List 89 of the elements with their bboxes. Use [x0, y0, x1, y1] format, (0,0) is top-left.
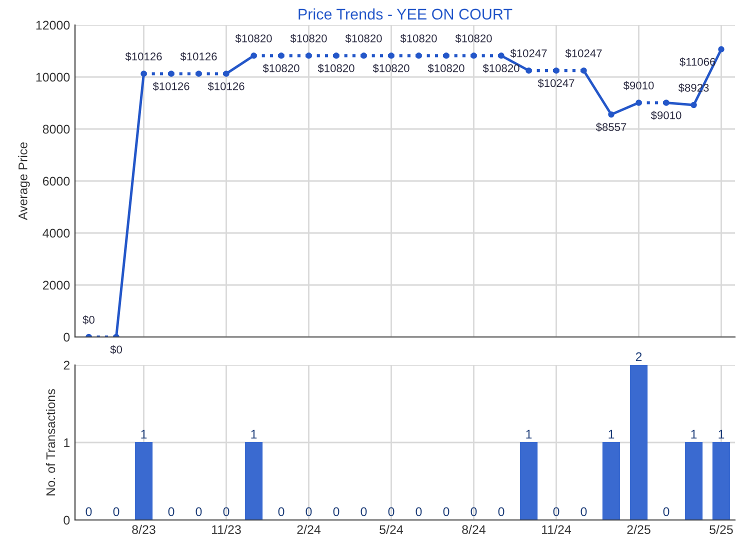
- point: [388, 52, 394, 59]
- x-tick-label: 8/24: [462, 524, 486, 534]
- data-label: $10247: [510, 48, 547, 58]
- point: [196, 70, 202, 77]
- data-label: $10247: [565, 48, 602, 58]
- data-label: 0: [306, 507, 312, 516]
- data-label: $0: [82, 315, 94, 324]
- y-tick-label: 0: [64, 516, 70, 525]
- data-label: 0: [388, 507, 394, 516]
- data-label: $10820: [428, 64, 464, 73]
- data-label: 0: [498, 507, 504, 516]
- x-tick-label: 8/23: [132, 524, 156, 534]
- point: [608, 111, 614, 118]
- point: [223, 70, 230, 77]
- data-label: 1: [141, 430, 147, 439]
- data-label: $10820: [400, 34, 437, 44]
- data-label: $10820: [372, 64, 410, 73]
- y-tick-label: 6000: [42, 176, 70, 186]
- data-label: 0: [333, 507, 340, 516]
- data-label: 1: [608, 430, 614, 439]
- y-axis-title: Average Price: [18, 142, 30, 220]
- data-label: 2: [636, 352, 642, 362]
- data-label: $10820: [262, 64, 300, 73]
- y-tick-label: 10000: [36, 72, 70, 82]
- x-tick-label: 5/24: [380, 524, 404, 534]
- data-label: $10126: [152, 82, 190, 91]
- y-tick-label: 1: [64, 438, 70, 448]
- data-label: $8557: [596, 122, 626, 132]
- data-label: 0: [196, 507, 202, 516]
- data-label: $10820: [318, 64, 354, 73]
- x-tick-label: 5/25: [710, 524, 733, 534]
- point: [526, 67, 532, 74]
- data-label: $10126: [208, 82, 244, 91]
- data-label: $9010: [623, 81, 654, 90]
- y-tick-label: 12000: [36, 20, 70, 30]
- data-label: 1: [526, 430, 532, 439]
- data-label: 0: [443, 507, 450, 516]
- point: [278, 52, 284, 59]
- y-tick-label: 0: [64, 332, 70, 342]
- point: [663, 100, 670, 106]
- data-label: $0: [110, 345, 122, 354]
- point: [168, 70, 174, 77]
- data-label: 1: [691, 430, 697, 439]
- point: [333, 52, 340, 59]
- x-tick-label: 11/24: [542, 524, 572, 534]
- point: [580, 67, 587, 74]
- point: [140, 70, 147, 77]
- y-tick-label: 4000: [42, 228, 70, 238]
- x-tick-label: 2/25: [627, 524, 650, 534]
- y-tick-label: 2: [64, 360, 70, 370]
- point: [470, 52, 477, 59]
- data-label: 0: [360, 507, 367, 516]
- data-label: $9010: [650, 110, 682, 120]
- data-label: 1: [718, 430, 724, 439]
- data-label: 0: [470, 507, 477, 516]
- data-label: 0: [278, 507, 284, 516]
- data-label: 0: [663, 507, 670, 516]
- data-label: 0: [553, 507, 560, 516]
- y-tick-label: 8000: [42, 124, 70, 134]
- data-label: $10820: [290, 34, 327, 44]
- point: [553, 67, 560, 74]
- point: [443, 52, 450, 59]
- point: [690, 102, 697, 108]
- chart-title: Price Trends - YEE ON COURT: [298, 8, 512, 20]
- data-label: 0: [168, 507, 174, 516]
- point: [498, 52, 504, 59]
- data-label: 1: [251, 430, 257, 439]
- data-label: $10820: [235, 34, 272, 44]
- x-tick-label: 11/23: [212, 524, 241, 534]
- point: [306, 52, 312, 59]
- data-label: $10820: [455, 34, 492, 44]
- point: [416, 52, 422, 59]
- data-label: $10126: [180, 52, 217, 62]
- data-label: $10820: [482, 64, 520, 73]
- data-label: $10247: [538, 78, 574, 88]
- data-label: 0: [580, 507, 587, 516]
- point: [718, 46, 724, 52]
- y-tick-label: 2000: [42, 280, 70, 290]
- point: [636, 100, 642, 106]
- data-label: 0: [86, 507, 92, 516]
- point: [250, 52, 257, 59]
- y-axis-title: No. of Transactions: [46, 389, 56, 496]
- point: [360, 52, 367, 59]
- data-label: 0: [113, 507, 120, 516]
- data-label: $10126: [125, 52, 162, 62]
- data-label: $10820: [345, 34, 382, 44]
- data-label: 0: [416, 507, 422, 516]
- data-label: 0: [223, 507, 230, 516]
- x-tick-label: 2/24: [297, 524, 321, 534]
